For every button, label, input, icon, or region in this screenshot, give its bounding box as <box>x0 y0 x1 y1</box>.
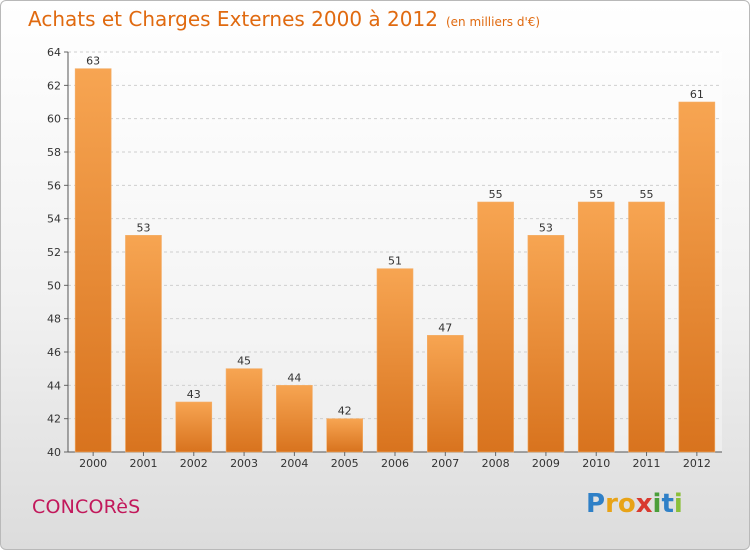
x-tick-label-2009: 2009 <box>532 457 560 470</box>
x-tick-label-2007: 2007 <box>431 457 459 470</box>
value-label-2002: 43 <box>187 388 201 401</box>
logo-letter: o <box>617 489 636 519</box>
x-tick-label-2004: 2004 <box>280 457 308 470</box>
value-label-2009: 53 <box>539 221 553 234</box>
logo-letter: t <box>661 489 674 519</box>
value-label-2007: 47 <box>438 321 452 334</box>
value-label-2004: 44 <box>287 371 301 384</box>
y-tick-label: 40 <box>47 446 61 459</box>
x-tick-label-2010: 2010 <box>582 457 610 470</box>
y-tick-label: 50 <box>47 279 61 292</box>
value-label-2000: 63 <box>86 55 100 68</box>
bar-2001 <box>125 235 162 453</box>
chart-title-text: Achats et Charges Externes 2000 à 2012 <box>28 7 438 31</box>
commune-name: CONCORèS <box>32 496 141 518</box>
logo-letter: x <box>635 489 653 519</box>
logo-letter: P <box>586 489 606 519</box>
value-label-2011: 55 <box>640 188 654 201</box>
y-tick-label: 54 <box>47 213 61 226</box>
bar-2012 <box>678 101 716 453</box>
x-tick-label-2003: 2003 <box>230 457 258 470</box>
y-tick-label: 52 <box>47 246 61 259</box>
y-tick-label: 44 <box>47 379 61 392</box>
bar-2004 <box>276 385 313 453</box>
value-label-2012: 61 <box>690 88 704 101</box>
x-tick-label-2011: 2011 <box>633 457 661 470</box>
value-label-2001: 53 <box>136 221 150 234</box>
logo-letter: r <box>605 489 618 519</box>
y-tick-label: 60 <box>47 113 61 126</box>
bar-2005 <box>326 418 363 453</box>
bar-2009 <box>527 235 565 453</box>
y-tick-label: 62 <box>47 79 61 92</box>
chart-title: Achats et Charges Externes 2000 à 2012 (e… <box>28 7 540 31</box>
bar-2003 <box>225 368 263 453</box>
x-tick-label-2006: 2006 <box>381 457 409 470</box>
proxiti-logo: Proxiti <box>586 489 683 519</box>
x-tick-label-2012: 2012 <box>683 457 711 470</box>
y-tick-label: 48 <box>47 313 61 326</box>
y-tick-label: 46 <box>47 346 61 359</box>
y-tick-label: 58 <box>47 146 61 159</box>
bar-2002 <box>175 401 213 453</box>
x-tick-label-2000: 2000 <box>79 457 107 470</box>
x-tick-label-2001: 2001 <box>129 457 157 470</box>
logo-letter: i <box>673 489 683 519</box>
value-label-2006: 51 <box>388 255 402 268</box>
bar-2000 <box>74 68 112 453</box>
bar-2010 <box>577 201 615 453</box>
x-tick-label-2005: 2005 <box>331 457 359 470</box>
bar-2008 <box>477 201 514 453</box>
value-label-2005: 42 <box>338 405 352 418</box>
x-tick-label-2008: 2008 <box>482 457 510 470</box>
y-tick-label: 42 <box>47 413 61 426</box>
logo-letter: i <box>652 489 662 519</box>
value-label-2003: 45 <box>237 355 251 368</box>
bar-2006 <box>376 268 414 453</box>
value-label-2008: 55 <box>489 188 503 201</box>
bar-2011 <box>628 201 665 453</box>
y-tick-label: 64 <box>47 46 61 59</box>
x-tick-label-2002: 2002 <box>180 457 208 470</box>
value-label-2010: 55 <box>589 188 603 201</box>
bar-2007 <box>427 335 464 453</box>
y-tick-label: 56 <box>47 179 61 192</box>
chart-subtitle: (en milliers d'€) <box>445 15 541 29</box>
